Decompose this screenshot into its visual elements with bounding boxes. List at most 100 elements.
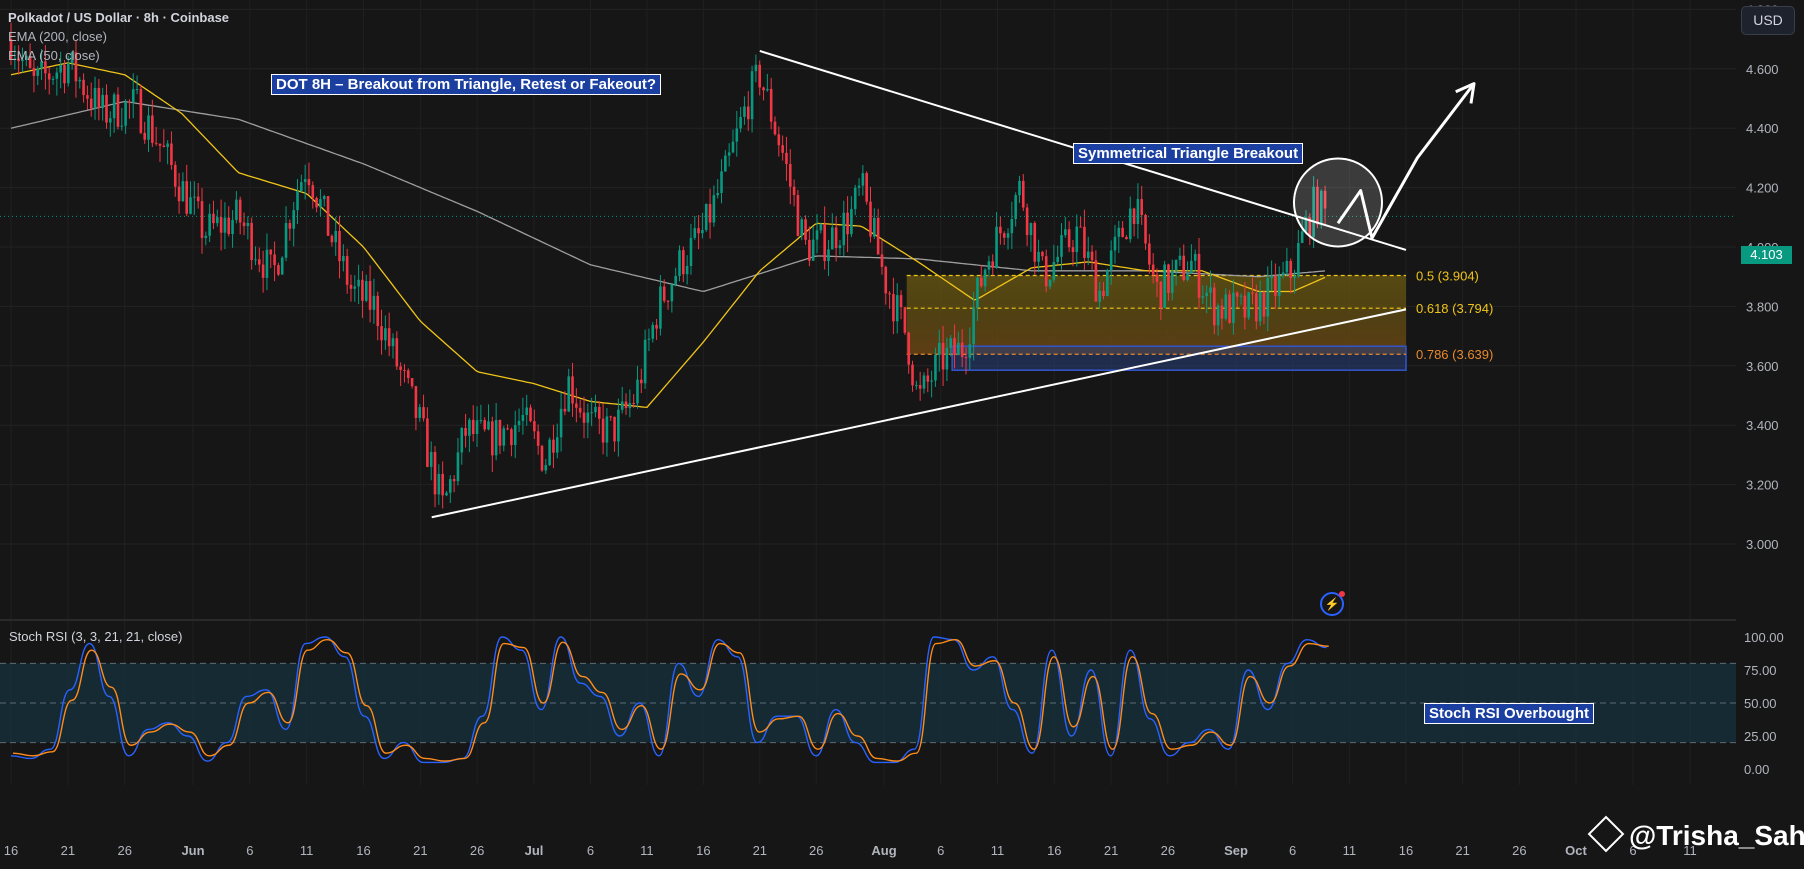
candle-body <box>708 203 712 223</box>
candle-body <box>342 256 345 262</box>
candle-body <box>1209 287 1212 293</box>
candle-body <box>151 115 154 143</box>
candle-body <box>808 239 811 261</box>
candle-body <box>762 87 765 91</box>
candle-body <box>498 420 502 446</box>
time-tick-label: 26 <box>1512 843 1526 858</box>
candle-body <box>693 228 697 238</box>
time-tick-label: 6 <box>1629 843 1636 858</box>
candle-body <box>70 52 74 64</box>
candle-body <box>777 134 781 146</box>
candle-body <box>1022 180 1025 208</box>
time-tick-label: Sep <box>1224 843 1248 858</box>
candle-body <box>1308 217 1312 237</box>
currency-button[interactable]: USD <box>1741 6 1795 35</box>
candle-body <box>1190 260 1193 274</box>
candle-body <box>1052 262 1056 280</box>
candle-body <box>112 94 116 119</box>
candle-body <box>502 428 506 446</box>
candle-body <box>1163 264 1166 308</box>
candle-body <box>651 324 655 339</box>
candle-body <box>21 59 24 62</box>
candle-body <box>1037 251 1040 262</box>
candle-body <box>40 61 43 69</box>
time-axis[interactable]: 16 21 26 Jun 6 11 16 21 26 Jul 6 11 16 21 26 Aug 6 11 16 21… <box>4 843 1697 858</box>
time-tick-label: 21 <box>1104 843 1118 858</box>
candle-body <box>471 419 475 435</box>
candle-body <box>769 88 773 122</box>
candle-body <box>1102 290 1105 297</box>
candle-body <box>1293 276 1296 279</box>
candle-body <box>1232 292 1235 323</box>
candle-body <box>303 179 307 183</box>
candle-body <box>387 328 391 347</box>
candle-body <box>78 79 82 82</box>
candle-body <box>147 115 150 140</box>
candle-body <box>918 385 922 389</box>
candle-body <box>307 179 311 186</box>
candle-body <box>261 264 265 278</box>
candle-body <box>300 182 303 192</box>
time-tick-label: Aug <box>871 843 896 858</box>
candle-body <box>116 94 120 127</box>
candle-body <box>254 259 257 261</box>
candle-body <box>1106 270 1109 297</box>
candle-body <box>422 407 425 419</box>
candle-body <box>166 143 169 148</box>
time-tick-label: 16 <box>356 843 370 858</box>
candle-body <box>960 342 964 358</box>
candle-body <box>449 479 452 493</box>
candle-body <box>372 295 376 310</box>
candle-body <box>212 213 215 224</box>
candle-body <box>662 286 666 301</box>
price-tick-label: 3.000 <box>1746 537 1779 552</box>
candle-body <box>468 419 471 436</box>
candle-body <box>853 187 857 210</box>
lightning-icon[interactable]: ⚡ <box>1320 591 1345 616</box>
stoch-axis: 100.00 75.00 50.00 25.00 0.00 <box>1744 630 1784 777</box>
candle-body <box>964 357 968 359</box>
candle-body <box>876 217 880 255</box>
candle-body <box>792 186 796 196</box>
candle-body <box>1258 292 1262 322</box>
candle-body <box>460 428 464 453</box>
candle-body <box>636 379 639 404</box>
candle-body <box>63 64 66 84</box>
time-tick-label: 11 <box>1683 843 1697 858</box>
candle-body <box>823 223 826 261</box>
candle-body <box>173 164 177 187</box>
candle-body <box>235 199 238 220</box>
candle-body <box>788 163 792 187</box>
candle-body <box>861 173 865 186</box>
candle-body <box>223 217 227 233</box>
candle-body <box>1010 219 1014 234</box>
candle-body <box>605 416 609 443</box>
candle-body <box>674 275 677 285</box>
candle-body <box>666 300 670 302</box>
time-tick-label: 21 <box>1455 843 1469 858</box>
fib-zone: 0.5 (3.904) 0.618 (3.794) 0.786 (3.639) <box>906 269 1493 371</box>
stoch-tick-label: 25.00 <box>1744 729 1777 744</box>
breakout-circle <box>1293 157 1383 248</box>
candle-body <box>1159 281 1163 308</box>
candle-body <box>1014 195 1017 220</box>
candle-body <box>815 230 819 240</box>
candle-body <box>158 143 162 146</box>
candle-body <box>296 191 299 211</box>
fib-zone-fill <box>906 275 1406 355</box>
candle-body <box>51 78 55 80</box>
candle-body <box>682 250 685 275</box>
candle-body <box>617 409 620 442</box>
candle-body <box>865 173 868 202</box>
candle-body <box>957 342 960 356</box>
candle-body <box>349 284 353 289</box>
candle-body <box>487 421 490 430</box>
candle-body <box>491 421 494 456</box>
price-axis[interactable]: 4.8004.6004.4004.2004.0003.8003.6003.400… <box>1746 2 1779 552</box>
candle-body <box>1144 214 1147 244</box>
candle-body <box>475 420 479 435</box>
candle-body <box>1255 293 1258 322</box>
candle-body <box>743 106 746 117</box>
